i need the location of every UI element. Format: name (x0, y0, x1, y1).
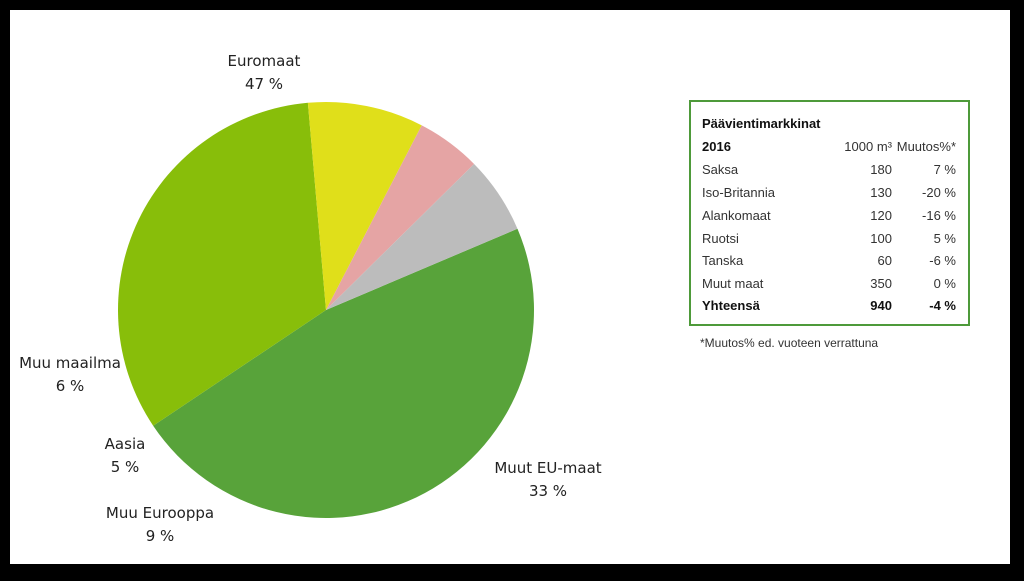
table-title: Päävientimarkkinat (702, 116, 821, 131)
slice-value: 47 % (244, 75, 284, 93)
slice-name: Euromaat (227, 52, 301, 70)
row-country: Ruotsi (702, 231, 739, 246)
table-header-row: 2016 1000 m³ Muutos%* (702, 139, 964, 161)
row-country: Alankomaat (702, 208, 771, 223)
header-volume: 1000 m³ (844, 139, 892, 154)
table-row: Ruotsi 100 5 % (702, 231, 964, 253)
pie-slice-euromaat (153, 228, 535, 518)
header-change: Muutos%* (896, 139, 956, 154)
row-volume: 60 (877, 253, 892, 268)
table-row: Saksa 180 7 % (702, 162, 964, 184)
slice-label-muu-eurooppa: Muu Eurooppa 9 % (98, 502, 222, 548)
row-change: 7 % (933, 162, 956, 177)
slice-label-euromaat: Euromaat 47 % (214, 50, 314, 96)
total-change: -4 % (929, 298, 956, 313)
table-total-row: Yhteensä 940 -4 % (702, 298, 964, 320)
total-label: Yhteensä (702, 298, 760, 313)
pie-slice-muu-maailma (326, 163, 518, 310)
row-country: Muut maat (702, 276, 764, 291)
row-change: 0 % (933, 276, 956, 291)
row-change: 5 % (933, 231, 956, 246)
row-country: Tanska (702, 253, 744, 268)
table-row: Iso-Britannia 130 -20 % (702, 185, 964, 207)
row-country: Saksa (702, 162, 739, 177)
slice-value: 33 % (528, 482, 568, 500)
row-country: Iso-Britannia (702, 185, 775, 200)
table-row: Muut maat 350 0 % (702, 276, 964, 298)
slice-name: Muu Eurooppa (105, 504, 215, 522)
slice-label-muut-eu-maat: Muut EU-maat 33 % (487, 457, 609, 503)
header-year: 2016 (702, 139, 731, 154)
row-change: -20 % (922, 185, 956, 200)
total-volume: 940 (870, 298, 892, 313)
slice-value: 6 % (55, 377, 85, 395)
slice-name: Aasia (104, 435, 146, 453)
table-row: Alankomaat 120 -16 % (702, 208, 964, 230)
table-footnote: *Muutos% ed. vuoteen verrattuna (700, 336, 879, 350)
table-row: Tanska 60 -6 % (702, 253, 964, 275)
pie-slice-muut-eu-maat (118, 102, 327, 426)
export-markets-table: Päävientimarkkinat 2016 1000 m³ Muutos%*… (689, 100, 970, 326)
pie-slice-muu-eurooppa (307, 101, 422, 310)
row-volume: 180 (870, 162, 892, 177)
pie-slice-aasia (326, 125, 475, 310)
row-volume: 350 (870, 276, 892, 291)
slice-value: 9 % (145, 527, 175, 545)
slice-label-muu-maailma: Muu maailma 6 % (15, 352, 125, 398)
slice-name: Muu maailma (19, 354, 121, 372)
slice-label-aasia: Aasia 5 % (95, 433, 155, 479)
row-change: -6 % (929, 253, 956, 268)
row-volume: 100 (870, 231, 892, 246)
slice-value: 5 % (110, 458, 140, 476)
row-volume: 130 (870, 185, 892, 200)
slice-name: Muut EU-maat (494, 459, 602, 477)
row-change: -16 % (922, 208, 956, 223)
row-volume: 120 (870, 208, 892, 223)
